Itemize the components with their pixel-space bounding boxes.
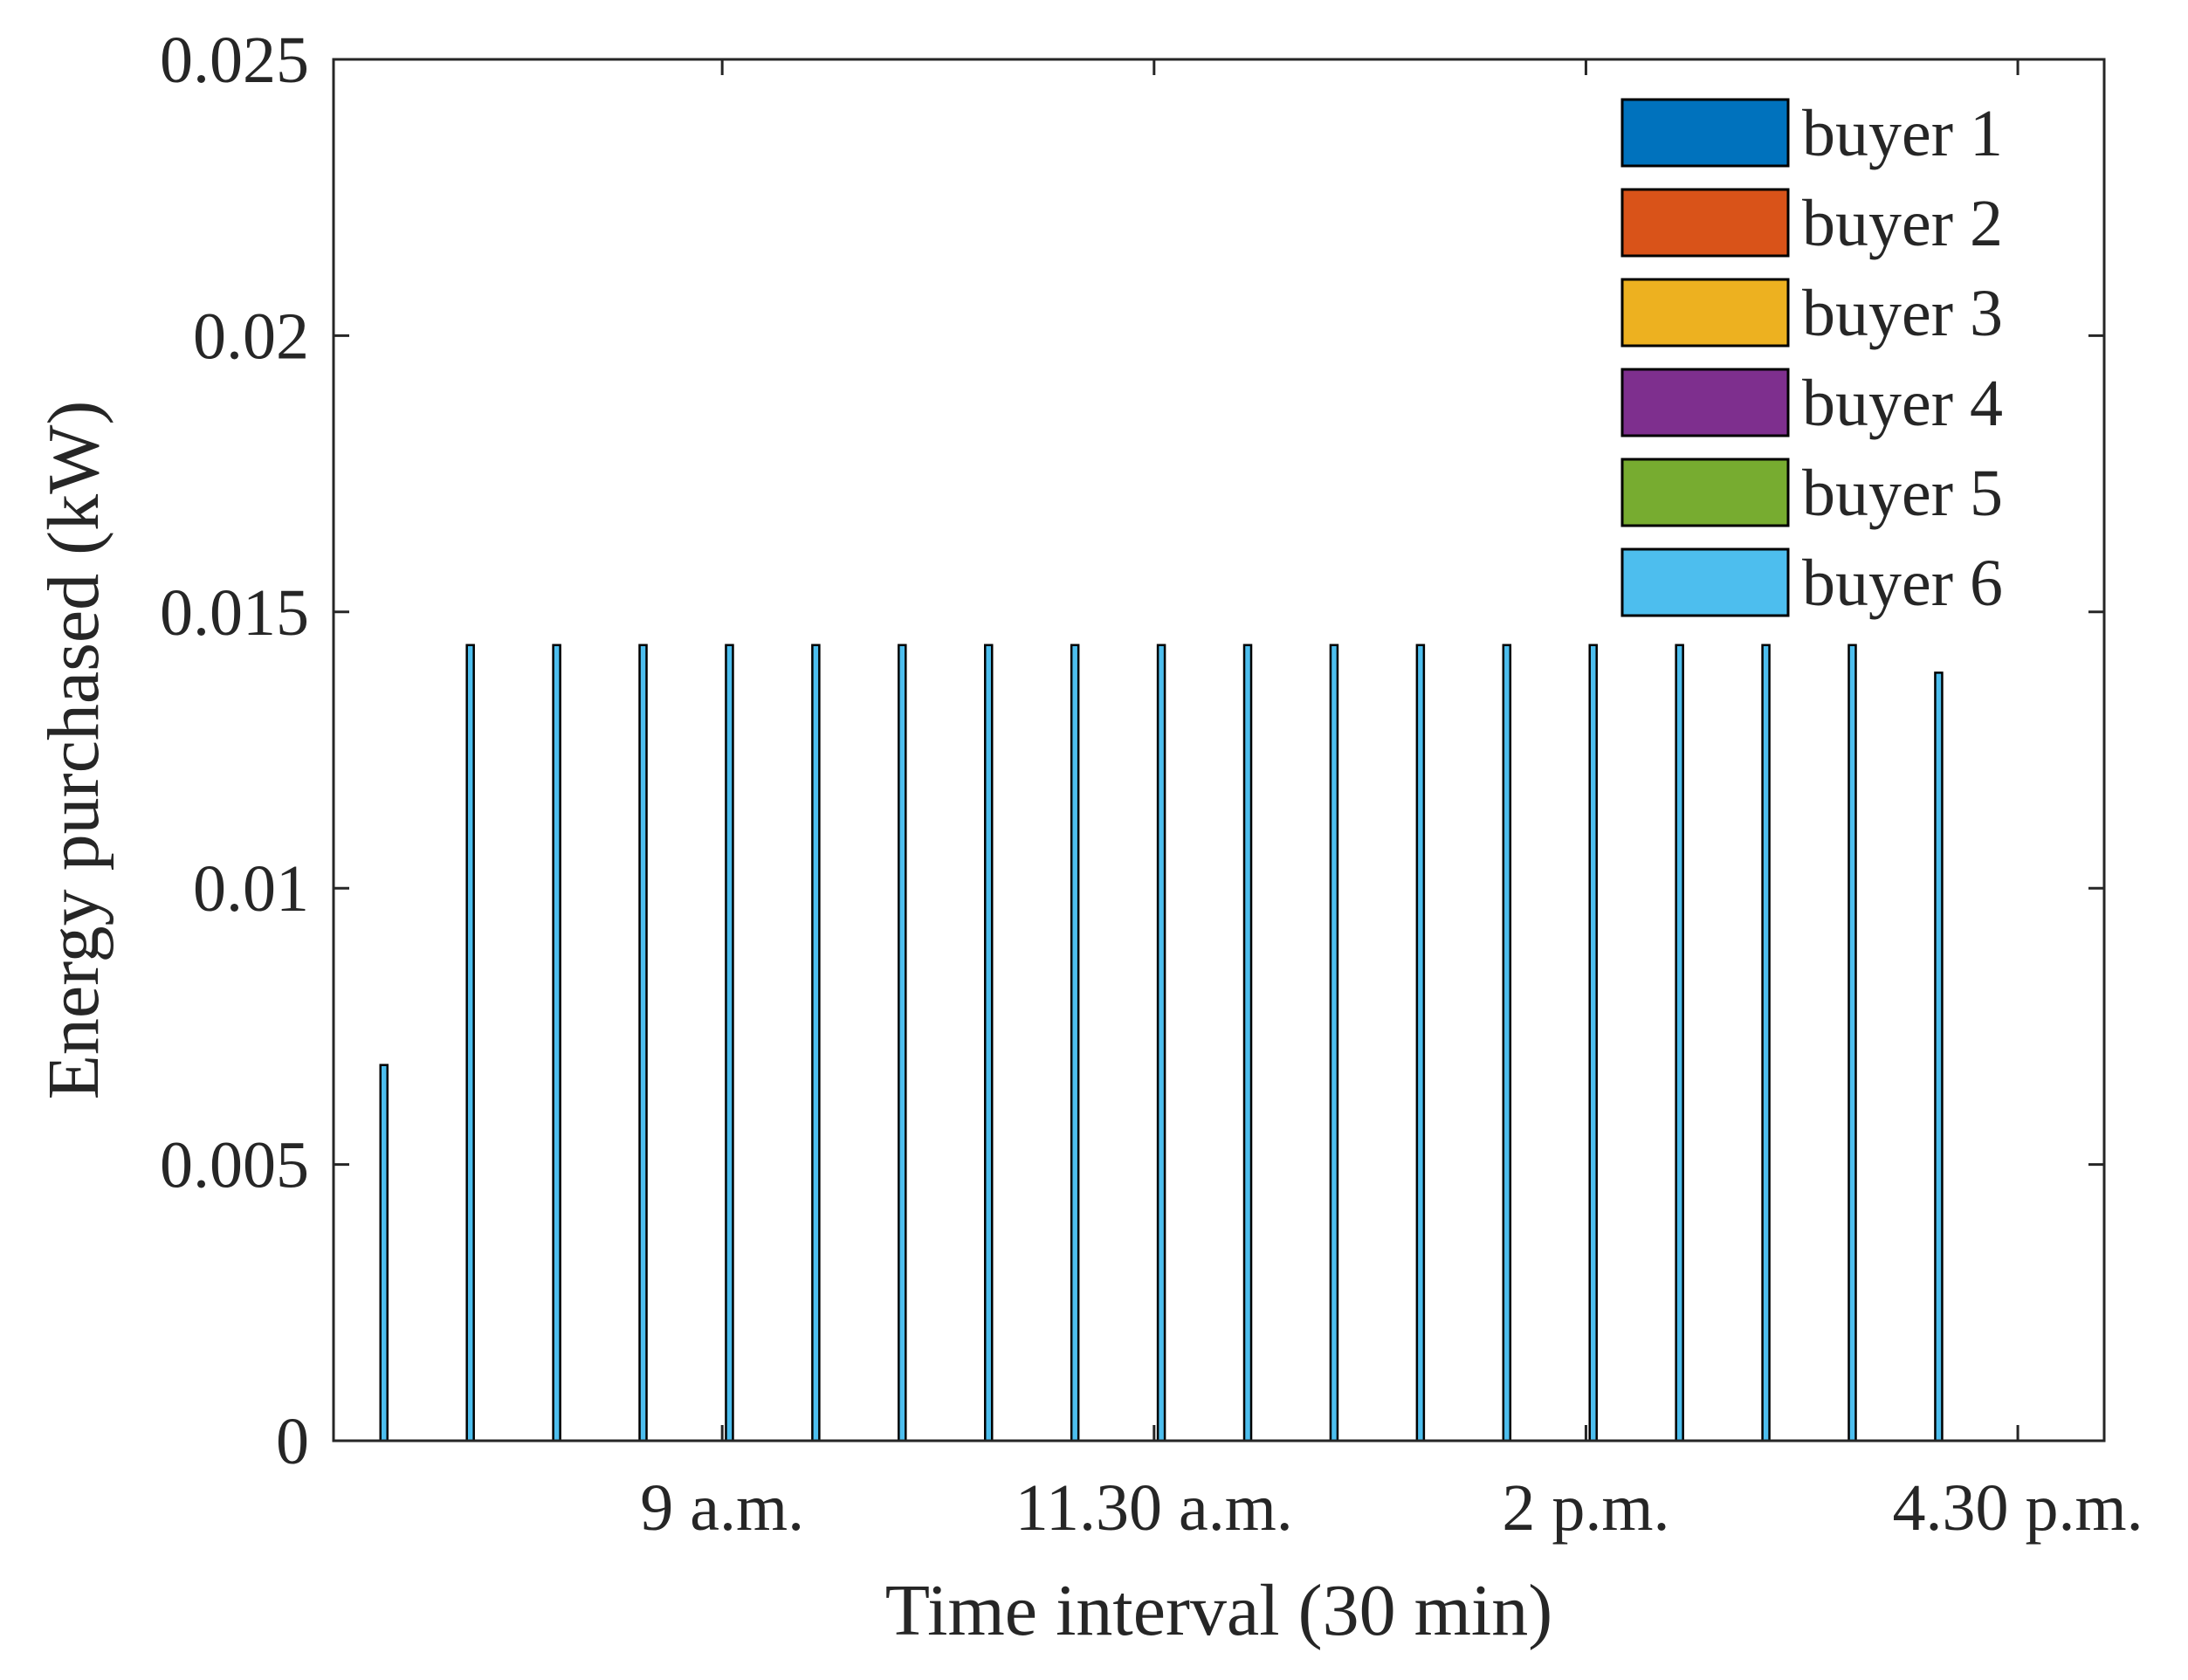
bar-buyer-6-14 [1502, 644, 1512, 1442]
bar-buyer-6-12 [1329, 644, 1339, 1442]
bar-buyer-6-3 [552, 644, 561, 1442]
y-tick-label: 0.005 [160, 1129, 309, 1202]
legend-swatch-buyer-2 [1620, 188, 1790, 258]
bar-buyer-6-16 [1675, 644, 1684, 1442]
y-axis-label: Energy purchased (kW) [33, 401, 114, 1100]
bar-buyer-6-17 [1761, 644, 1771, 1442]
bar-buyer-6-10 [1156, 644, 1166, 1442]
bar-buyer-6-7 [898, 644, 907, 1442]
y-tick-label: 0.015 [160, 576, 309, 650]
bar-buyer-6-5 [725, 644, 734, 1442]
bar-buyer-6-6 [811, 644, 821, 1442]
legend-swatch-buyer-4 [1620, 368, 1790, 437]
ticks-layer: 0 0.005 0.01 0.015 0.02 0.025 9 a.m. 11.30 a.m.… [160, 24, 2143, 1545]
x-axis-label: Time interval (30 min) [885, 1570, 1553, 1651]
legend-label: buyer 2 [1802, 187, 2003, 260]
bar-buyer-6-1 [379, 1064, 389, 1442]
y-tick-label: 0 [276, 1405, 309, 1478]
bar-buyer-6-2 [465, 644, 475, 1442]
legend-label: buyer 5 [1802, 457, 2003, 530]
x-tick-label: 9 a.m. [640, 1471, 804, 1545]
bar-buyer-6-4 [638, 644, 648, 1442]
axes-box [332, 58, 2106, 1442]
bar-buyer-6-8 [983, 644, 994, 1442]
x-tick-label: 4.30 p.m. [1893, 1471, 2143, 1545]
bar-buyer-6-18 [1847, 644, 1857, 1442]
legend-label: buyer 4 [1802, 367, 2003, 440]
bar-buyer-6-13 [1415, 644, 1426, 1442]
bar-buyer-6-11 [1242, 644, 1253, 1442]
bar-buyer-6-9 [1070, 644, 1080, 1442]
legend-label: buyer 6 [1802, 547, 2003, 620]
x-tick-label: 2 p.m. [1502, 1471, 1669, 1545]
y-tick-label: 0.01 [193, 852, 309, 926]
legend: buyer 1 buyer 2 buyer 3 buyer 4 buyer 5 buyer… [1620, 97, 2003, 620]
legend-label: buyer 3 [1802, 277, 2003, 350]
bar-buyer-6-19 [1934, 671, 1944, 1442]
y-tick-label: 0.025 [160, 24, 309, 97]
legend-swatch-buyer-1 [1620, 98, 1790, 168]
bar-buyer-6-15 [1588, 644, 1598, 1442]
legend-swatch-buyer-5 [1620, 458, 1790, 527]
legend-swatch-buyer-3 [1620, 278, 1790, 348]
y-tick-label: 0.02 [193, 300, 309, 373]
x-tick-label: 11.30 a.m. [1015, 1471, 1293, 1545]
legend-label: buyer 1 [1802, 97, 2003, 170]
legend-swatch-buyer-6 [1620, 547, 1790, 617]
